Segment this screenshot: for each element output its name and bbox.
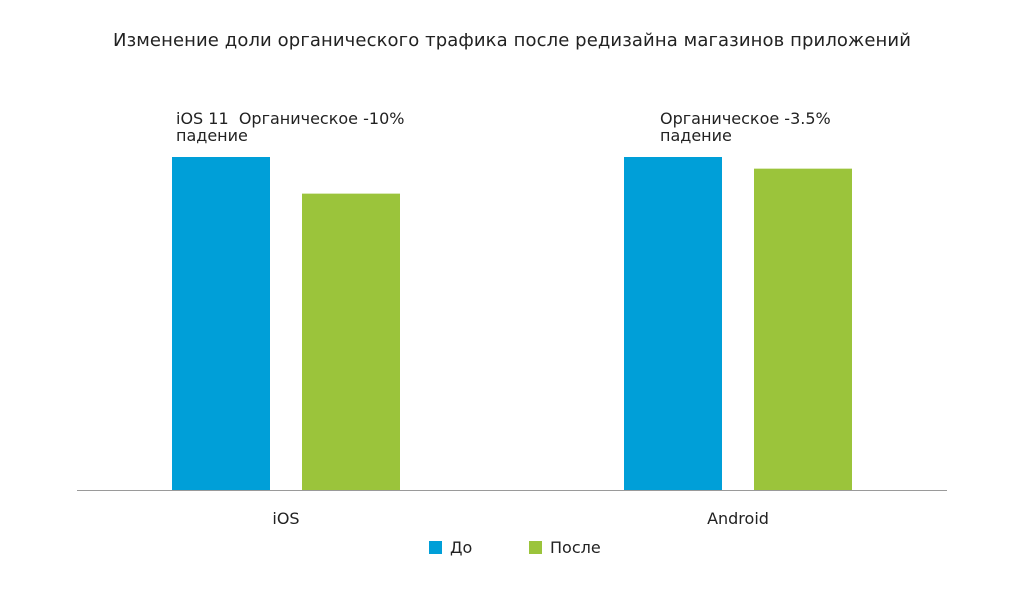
- bar-ios-do: [172, 157, 270, 490]
- legend-item-do: До: [429, 538, 472, 557]
- legend: До После: [0, 538, 1024, 562]
- bar-android-do: [624, 157, 722, 490]
- x-tick-label-ios: iOS: [272, 509, 299, 528]
- legend-label-posle: После: [550, 538, 601, 557]
- legend-item-posle: После: [529, 538, 601, 557]
- bar-android-posle: [754, 168, 852, 490]
- annotation-ios-line-2: падение: [176, 126, 248, 145]
- chart-title: Изменение доли органического трафика пос…: [113, 30, 911, 51]
- bar-ios-posle: [302, 193, 400, 490]
- annotation-android-line-1: Органическое -3.5%: [660, 109, 831, 128]
- annotation-ios-line-1: iOS 11 Органическое -10%: [176, 109, 404, 128]
- x-tick-label-android: Android: [707, 509, 769, 528]
- annotation-android-line-2: падение: [660, 126, 732, 145]
- legend-swatch-do: [429, 541, 442, 554]
- legend-swatch-posle: [529, 541, 542, 554]
- legend-label-do: До: [450, 538, 473, 557]
